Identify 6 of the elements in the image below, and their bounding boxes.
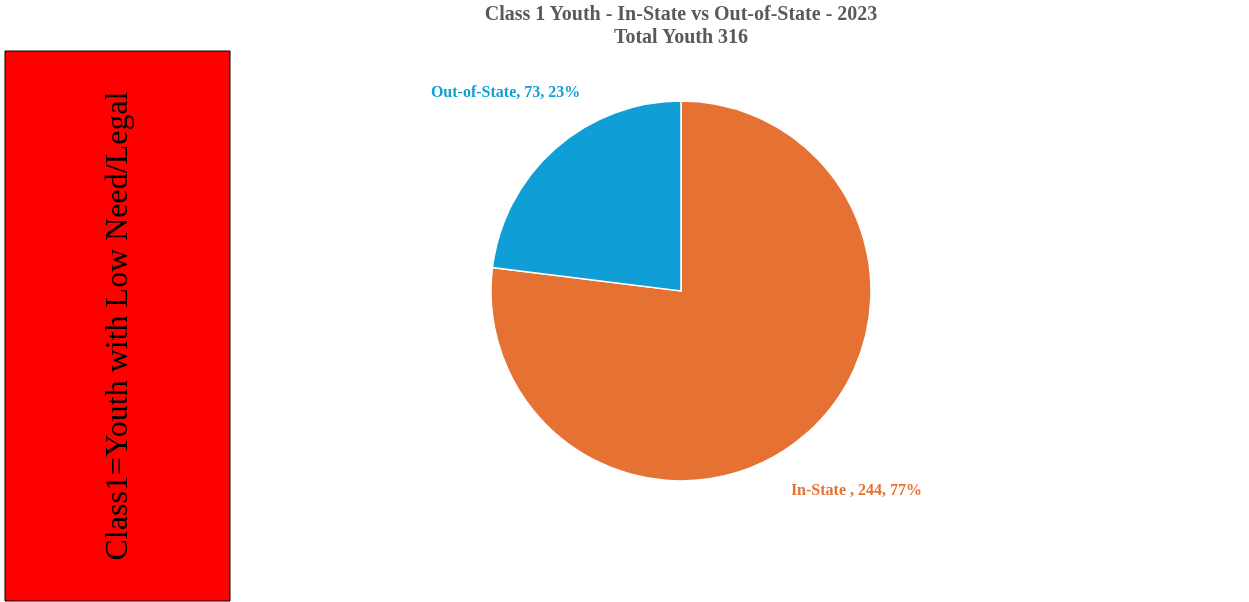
slice-label: Out-of-State, 73, 23%	[430, 83, 581, 101]
chart-title: Class 1 Youth - In-State vs Out-of-State - 2023	[484, 2, 878, 24]
chart-subtitle: Total Youth 316	[613, 25, 749, 47]
pie-slice	[490, 100, 872, 482]
text: Class1=Youth with Low Need/Legal	[98, 91, 134, 561]
slice-label: In-State , 244, 77%	[790, 480, 922, 498]
